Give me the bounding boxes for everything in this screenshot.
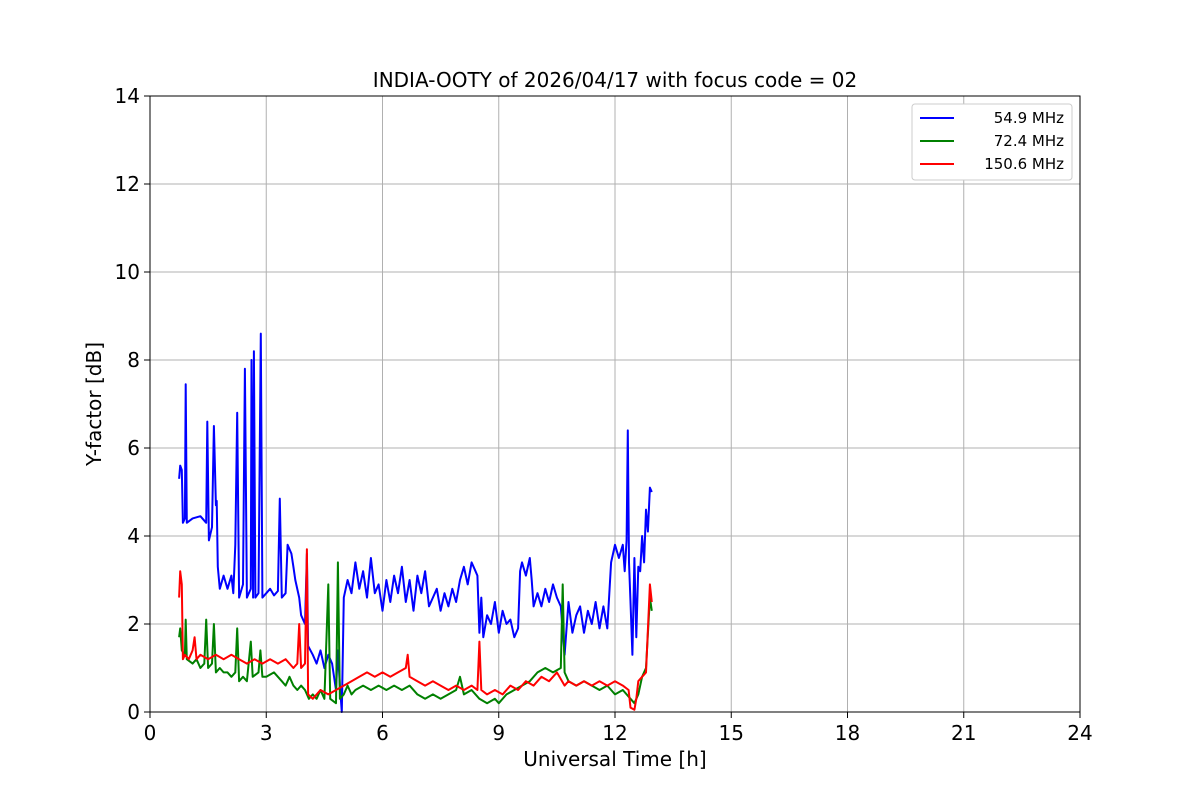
y-axis-label: Y-factor [dB] bbox=[82, 342, 106, 467]
x-tick-label: 21 bbox=[951, 721, 976, 745]
data-series bbox=[178, 332, 653, 713]
chart-title: INDIA-OOTY of 2026/04/17 with focus code… bbox=[373, 68, 857, 92]
legend-entry-label: 54.9 MHz bbox=[994, 109, 1064, 127]
legend: 54.9 MHz 72.4 MHz 150.6 MHz bbox=[911, 103, 1073, 181]
y-tick-label: 14 bbox=[115, 84, 140, 108]
x-tick-label: 0 bbox=[144, 721, 157, 745]
series-line-72-4-mhz bbox=[178, 561, 653, 705]
legend-entry-label: 150.6 MHz bbox=[984, 155, 1064, 173]
legend-box bbox=[911, 103, 1073, 181]
y-tick-label: 12 bbox=[115, 172, 140, 196]
y-tick-label: 0 bbox=[127, 700, 140, 724]
legend-entry-label: 72.4 MHz bbox=[994, 132, 1064, 150]
series-line-150-6-mhz bbox=[178, 548, 653, 711]
x-tick-label: 15 bbox=[719, 721, 744, 745]
y-tick-label: 2 bbox=[127, 612, 140, 636]
x-tick-label: 12 bbox=[602, 721, 627, 745]
x-tick-label: 6 bbox=[376, 721, 389, 745]
y-tick-label: 4 bbox=[127, 524, 140, 548]
y-tick-label: 8 bbox=[127, 348, 140, 372]
x-tick-label: 24 bbox=[1067, 721, 1092, 745]
y-tick-label: 6 bbox=[127, 436, 140, 460]
y-tick-label: 10 bbox=[115, 260, 140, 284]
x-tick-label: 18 bbox=[835, 721, 860, 745]
x-tick-label: 9 bbox=[492, 721, 505, 745]
x-tick-label: 3 bbox=[260, 721, 273, 745]
series-line-54-9-mhz bbox=[178, 332, 653, 713]
x-axis-label: Universal Time [h] bbox=[523, 747, 706, 771]
